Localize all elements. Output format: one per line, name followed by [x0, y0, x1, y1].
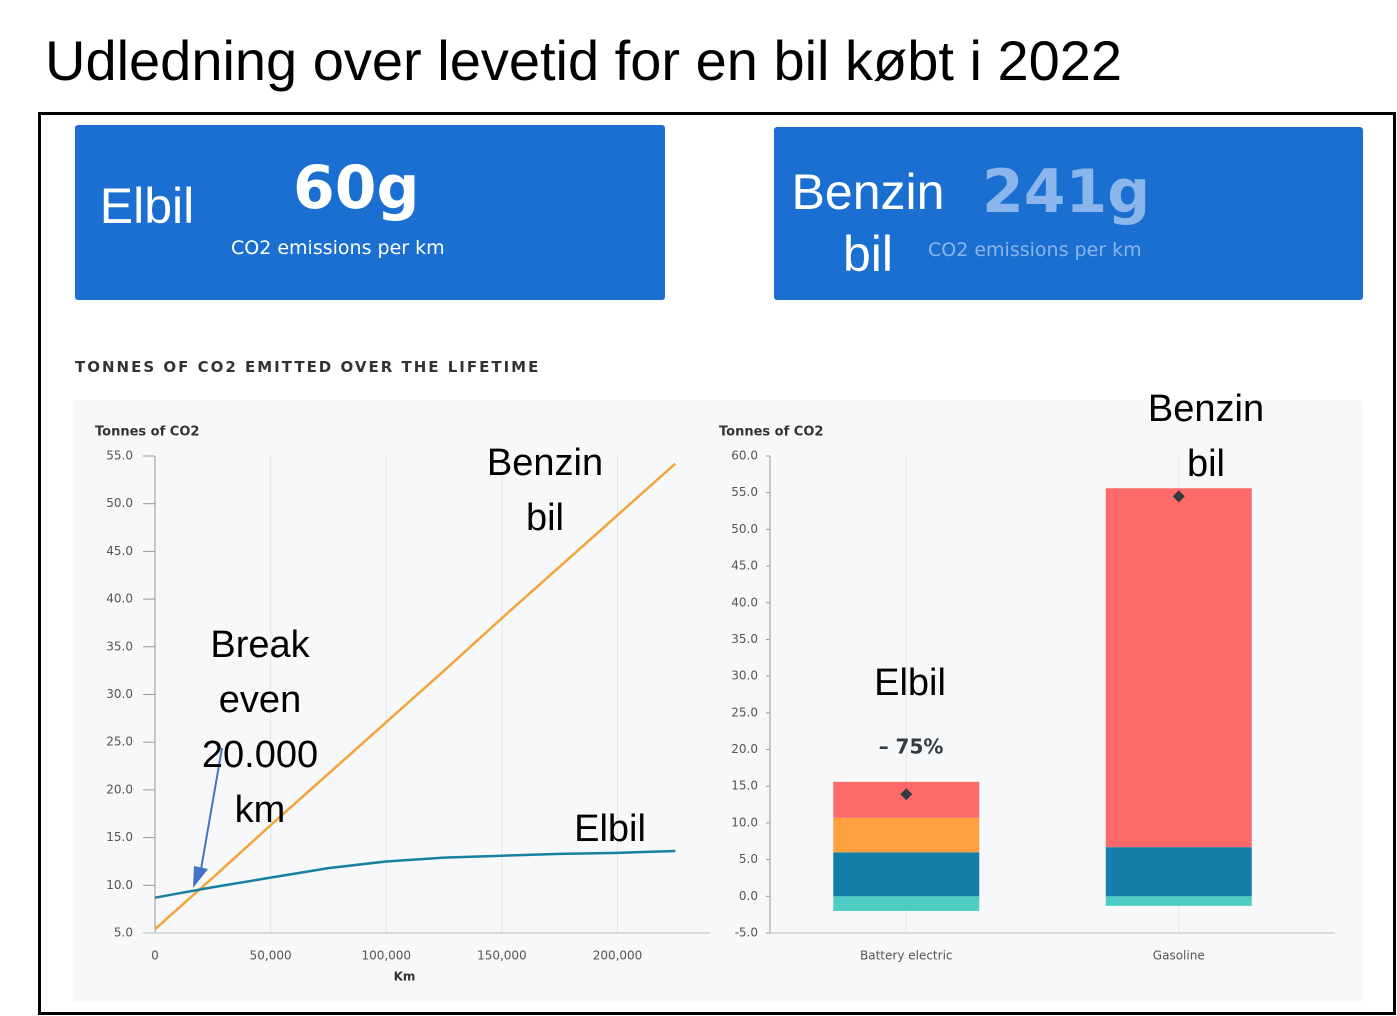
card: Benzin bil 241g CO2 emissions per km	[774, 127, 1363, 300]
y-tick-label: 25.0	[106, 735, 133, 749]
y-tick-label: 5.0	[114, 926, 133, 940]
y-tick-label: 55.0	[731, 485, 758, 499]
y-tick-label: 40.0	[106, 592, 133, 606]
x-tick-label: 150,000	[477, 949, 527, 963]
y-tick-label: 10.0	[106, 878, 133, 892]
y-tick-label: 45.0	[106, 544, 133, 558]
total-marker	[900, 788, 913, 801]
card-label: Elbil	[99, 178, 195, 234]
y-tick-label: 45.0	[731, 559, 758, 573]
y-tick-label: -5.0	[735, 926, 758, 940]
line	[154, 462, 677, 931]
annotation: Benzin bil	[1147, 388, 1265, 485]
x-axis-title: Km	[394, 970, 416, 984]
bar-segment	[1105, 896, 1252, 906]
x-tick-label: Gasoline	[1153, 949, 1205, 963]
x-tick-label: 50,000	[250, 949, 292, 963]
annotation: Elbil	[574, 808, 646, 850]
card: Elbil 60g CO2 emissions per km	[75, 125, 665, 300]
annotation: Benzin bil	[486, 442, 604, 539]
y-tick-label: 25.0	[731, 705, 758, 719]
y-tick-label: 40.0	[731, 595, 758, 609]
annotation: – 75%	[879, 735, 944, 759]
x-tick-label: 200,000	[593, 949, 643, 963]
bar-segment	[1105, 488, 1252, 848]
y-tick-label: 20.0	[731, 742, 758, 756]
y-tick-label: 20.0	[106, 782, 133, 796]
y-tick-label: 50.0	[106, 496, 133, 510]
bar-segment	[833, 896, 980, 911]
y-axis-title: Tonnes of CO2	[95, 425, 199, 440]
x-tick-label: Battery electric	[860, 949, 953, 963]
section-title: TONNES OF CO2 EMITTED OVER THE LIFETIME	[75, 358, 541, 376]
y-tick-label: 35.0	[106, 639, 133, 653]
y-tick-label: 50.0	[731, 522, 758, 536]
bar-segment	[1105, 847, 1252, 897]
annotation: Elbil	[874, 662, 946, 704]
y-axis-title: Tonnes of CO2	[719, 425, 823, 440]
total-marker	[1172, 490, 1185, 503]
y-tick-label: 30.0	[106, 687, 133, 701]
y-tick-label: 60.0	[731, 449, 758, 463]
y-tick-label: 15.0	[106, 830, 133, 844]
card-label: Benzin bil	[791, 164, 945, 282]
screenshot-frame	[38, 112, 1396, 1015]
y-tick-label: 35.0	[731, 632, 758, 646]
y-tick-label: 30.0	[731, 669, 758, 683]
arrow	[199, 747, 223, 876]
card-value: 241g	[982, 157, 1151, 227]
y-tick-label: 10.0	[731, 815, 758, 829]
card-caption: CO2 emissions per km	[231, 237, 445, 259]
y-tick-label: 55.0	[106, 449, 133, 463]
bar-segment	[833, 852, 980, 897]
y-tick-label: 5.0	[739, 852, 758, 866]
card-value: 60g	[293, 153, 420, 223]
x-tick-label: 0	[151, 949, 159, 963]
bar-segment	[833, 817, 980, 853]
y-tick-label: 0.0	[739, 889, 758, 903]
x-tick-label: 100,000	[361, 949, 411, 963]
annotation: Break even 20.000 km	[201, 624, 319, 831]
arrow-head	[193, 866, 208, 888]
slide-title: Udledning over levetid for en bil købt i…	[45, 29, 1123, 92]
line	[154, 849, 676, 899]
card-caption: CO2 emissions per km	[928, 239, 1142, 261]
y-tick-label: 15.0	[731, 779, 758, 793]
